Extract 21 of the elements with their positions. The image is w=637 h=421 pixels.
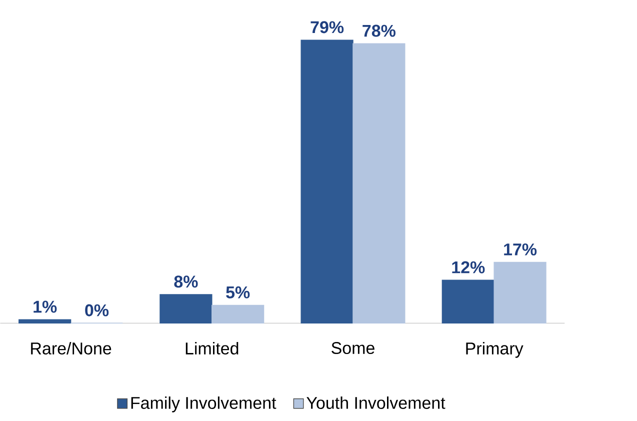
x-tick-label: Primary bbox=[466, 342, 524, 358]
bar bbox=[160, 294, 212, 324]
x-tick-label: Some bbox=[332, 342, 374, 354]
legend-label: Family Involvement bbox=[131, 396, 276, 412]
bar bbox=[442, 280, 494, 324]
x-tick-label: Limited bbox=[186, 342, 238, 354]
x-tick-label: Rare/None bbox=[31, 342, 112, 354]
data-label: 0% bbox=[85, 304, 109, 316]
legend-label: Youth Involvement bbox=[306, 396, 446, 409]
data-label: 5% bbox=[226, 286, 250, 298]
data-label: 17% bbox=[504, 243, 537, 256]
data-label: 8% bbox=[174, 275, 198, 288]
bar bbox=[300, 39, 354, 324]
bar bbox=[494, 262, 546, 324]
data-label: 12% bbox=[452, 261, 485, 274]
data-label: 78% bbox=[362, 24, 396, 37]
bar bbox=[18, 318, 72, 324]
bar bbox=[212, 304, 264, 324]
data-label: 1% bbox=[34, 300, 57, 312]
data-label: 79% bbox=[310, 20, 344, 33]
bar bbox=[352, 43, 406, 324]
